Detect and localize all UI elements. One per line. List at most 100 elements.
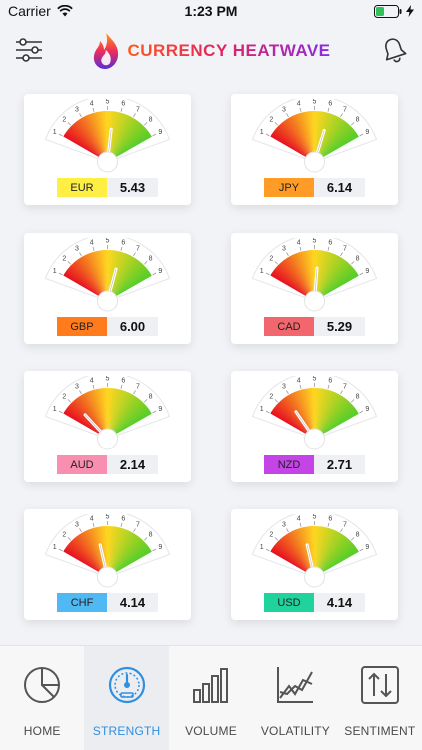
gauge-color-segment [282, 535, 315, 577]
gauge-color-segment [309, 388, 315, 439]
gauge-color-segment [314, 406, 356, 439]
gauge-color-segment [67, 127, 108, 162]
carrier-label: Carrier [8, 3, 51, 19]
gauge-color-segment [69, 264, 108, 301]
gauge-card-jpy[interactable]: 1 2 3 4 5 6 7 8 9 JPY 6.14 [231, 94, 398, 205]
gauge-color-segment [284, 534, 315, 577]
gauge-color-segment [79, 394, 108, 439]
gauge-tick [133, 252, 136, 257]
gauge-card-usd[interactable]: 1 2 3 4 5 6 7 8 9 USD 4.14 [231, 509, 398, 620]
gauge-color-segment [107, 254, 131, 301]
gauge-tick-label: 7 [136, 522, 140, 529]
gauge-color-segment [314, 394, 343, 439]
tab-volatility[interactable]: VOLATILITY [253, 646, 337, 750]
strength-value: 4.14 [107, 593, 158, 612]
tab-sentiment[interactable]: SENTIMENT [338, 646, 422, 750]
gauge-color-segment [303, 388, 315, 439]
gauge-tick-label: 4 [297, 240, 301, 247]
currency-pill: GBP 6.00 [57, 317, 158, 336]
wifi-icon [57, 5, 73, 17]
gauge-card-gbp[interactable]: 1 2 3 4 5 6 7 8 9 GBP 6.00 [24, 233, 191, 344]
gauge-color-segment [271, 408, 315, 439]
gauge-tick-label: 7 [136, 107, 140, 114]
pie-chart-icon [24, 667, 61, 703]
gauge-color-segment [314, 122, 349, 162]
gauge-tick-label: 1 [53, 268, 57, 275]
gauge-hub [304, 566, 325, 588]
gauge-color-segment [107, 406, 149, 439]
sliders-icon[interactable] [14, 36, 44, 64]
gauge-color-segment [314, 532, 343, 577]
gauge-tick-label: 6 [121, 516, 125, 523]
tab-bar: HOME STRENGTH VOLUME VOLATILITY SENTIMENT [0, 645, 422, 750]
gauge-color-segment [270, 548, 315, 577]
gauge-card-chf[interactable]: 1 2 3 4 5 6 7 8 9 CHF 4.14 [24, 509, 191, 620]
gauge-color-segment [99, 388, 108, 439]
gauge-color-segment [107, 529, 129, 577]
gauge-color-segment [94, 389, 108, 439]
gauge-color-segment [293, 253, 315, 301]
gauge-color-segment [102, 111, 108, 162]
gauge-color-segment [107, 119, 138, 162]
gauge-color-segment [314, 259, 347, 301]
gauge-color-segment [314, 252, 334, 301]
gauge-color-segment [107, 394, 136, 439]
gauge-color-segment [314, 115, 338, 162]
gauge-hub [97, 566, 118, 588]
tab-volume[interactable]: VOLUME [169, 646, 253, 750]
gauge-color-segment [69, 125, 108, 162]
gauge-color-segment [314, 540, 353, 577]
bell-icon[interactable] [380, 36, 408, 64]
gauge-color-segment [107, 129, 149, 162]
bar-chart-icon [193, 668, 229, 703]
tab-strength[interactable]: STRENGTH [84, 646, 169, 750]
gauge-color-segment [314, 401, 351, 439]
gauge-tick [58, 133, 63, 137]
gauge-color-segment [289, 116, 315, 162]
gauge-tick [79, 528, 82, 533]
tab-home[interactable]: HOME [0, 646, 84, 750]
gauge-color-segment [82, 531, 108, 577]
strength-gauge: 12 3 4 5 6 7 89 [251, 99, 378, 173]
gauge-tick [67, 122, 72, 126]
gauge-color-segment [273, 406, 315, 439]
gauge-hub [304, 428, 325, 450]
gauge-color-segment [314, 404, 355, 439]
gauge-color-segment [314, 544, 356, 577]
gauge-color-segment [301, 112, 315, 162]
gauge-color-segment [75, 535, 108, 577]
gauge-color-segment [102, 250, 108, 301]
gauge-color-segment [107, 390, 127, 439]
gauge-tick-label: 2 [62, 116, 66, 123]
gauge-color-segment [91, 112, 108, 162]
gauge-tick-label: 1 [260, 129, 264, 136]
gauge-color-segment [107, 125, 146, 162]
gauge-hub [97, 151, 118, 173]
gauge-card-nzd[interactable]: 1 2 3 4 5 6 7 8 9 NZD 2.71 [231, 371, 398, 482]
tab-label: SENTIMENT [344, 724, 416, 738]
gauge-color-segment [298, 389, 315, 439]
gauge-card-eur[interactable]: 1 2 3 4 5 6 7 8 9 EUR 5.43 [24, 94, 191, 205]
gauge-color-segment [278, 262, 315, 301]
gauge-tick-label: 9 [365, 268, 369, 275]
currency-pill: AUD 2.14 [57, 455, 158, 474]
gauge-color-segment [82, 255, 108, 301]
gauge-color-segment [107, 396, 138, 439]
gauge-color-segment [89, 528, 108, 577]
gauge-color-segment [314, 397, 347, 439]
gauge-tick-label: 4 [90, 516, 94, 523]
gauge-color-segment [314, 119, 345, 162]
gauge-color-segment [314, 117, 343, 162]
gauge-color-segment [314, 409, 358, 439]
gauge-card-cad[interactable]: 1 2 3 4 5 6 7 8 9 CAD 5.29 [231, 233, 398, 344]
gauge-color-segment [107, 401, 144, 439]
charging-bolt-icon [406, 5, 414, 17]
currency-pill: JPY 6.14 [264, 178, 365, 197]
gauge-card-aud[interactable]: 1 2 3 4 5 6 7 8 9 AUD 2.14 [24, 371, 191, 482]
gauge-color-segment [284, 258, 315, 301]
gauge-color-segment [107, 264, 146, 301]
gauge-color-segment [306, 111, 315, 162]
gauge-tick-label: 7 [343, 384, 347, 391]
currency-pill: NZD 2.71 [264, 455, 365, 474]
gauge-color-segment [77, 119, 108, 162]
